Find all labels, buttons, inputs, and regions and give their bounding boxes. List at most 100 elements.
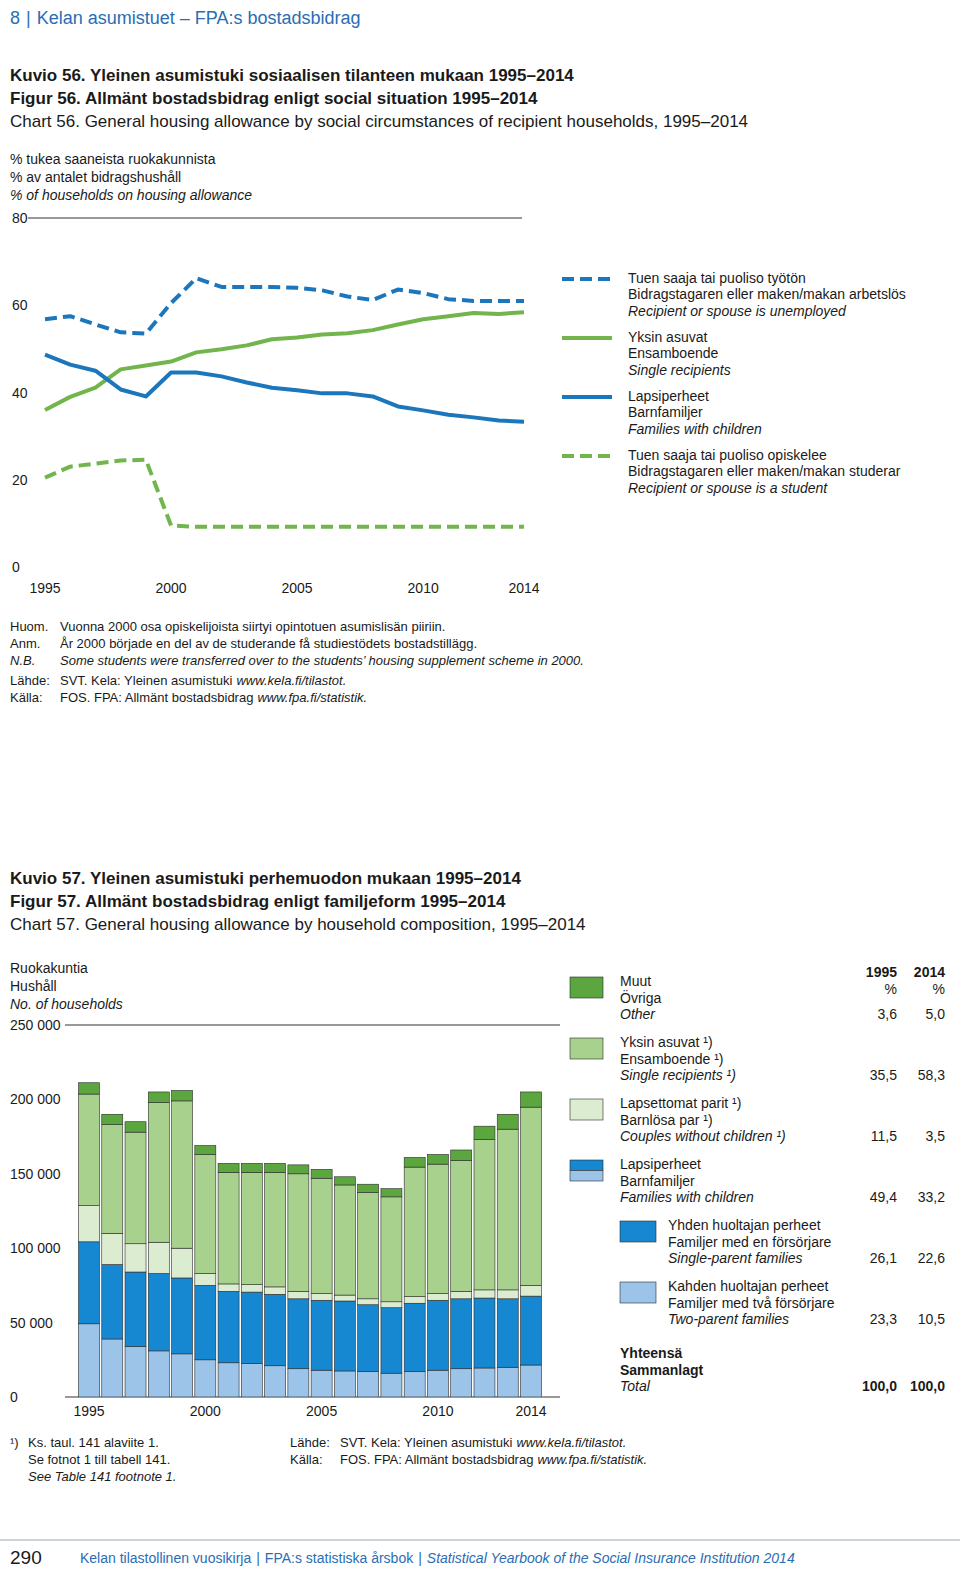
footnote-mark: ¹) [10, 1435, 19, 1450]
legend-swatch [570, 977, 603, 998]
bar-segment [521, 1296, 542, 1365]
bar-segment [172, 1248, 193, 1278]
legend-label: Single recipients ¹) [620, 1067, 736, 1083]
bar-segment [474, 1368, 495, 1397]
x-tick-label: 2005 [282, 580, 313, 596]
bar-segment [148, 1273, 169, 1350]
bar-segment [381, 1197, 402, 1302]
source-lead: Källa: [290, 1452, 323, 1467]
chart-title: Chart 56. General housing allowance by s… [10, 112, 748, 131]
legend-label: Tuen saaja tai puoliso opiskelee [628, 447, 827, 463]
bar-segment [474, 1126, 495, 1139]
bar-segment [474, 1298, 495, 1368]
bar-segment [79, 1083, 100, 1094]
share-value: 58,3 [918, 1067, 945, 1083]
legend-label: Yksin asuvat [628, 329, 707, 345]
page: 8|Kelan asumistuet – FPA:s bostadsbidrag… [0, 0, 960, 1582]
bar-segment [241, 1292, 262, 1363]
source-url: www.kela.fi/tilastot. [236, 673, 346, 688]
bar-segment [521, 1365, 542, 1397]
bar-segment [427, 1370, 448, 1397]
bar-segment [451, 1291, 472, 1298]
source-text: FOS. FPA: Allmänt bostadsbidrag [340, 1452, 533, 1467]
legend-label: Families with children [620, 1189, 754, 1205]
bar-segment [427, 1154, 448, 1164]
bar-segment [358, 1184, 379, 1192]
legend-label: Single-parent families [668, 1250, 803, 1266]
bar-segment [148, 1102, 169, 1242]
bar-segment [404, 1157, 425, 1167]
legend-label: Ensamboende [628, 345, 719, 361]
footer-rule [0, 1540, 960, 1541]
footer-part: Statistical Yearbook of the Social Insur… [427, 1550, 795, 1566]
bar-segment [102, 1114, 123, 1124]
legend-label: Familjer med en försörjare [668, 1234, 832, 1250]
bar-segment [497, 1299, 518, 1367]
legend-swatch [570, 1160, 603, 1171]
y-tick-label: 0 [12, 559, 20, 575]
bar-segment [241, 1172, 262, 1284]
bar-segment [497, 1290, 518, 1299]
bar-segment [451, 1150, 472, 1160]
bar-segment [288, 1174, 309, 1292]
legend-swatch [570, 1038, 603, 1059]
x-tick-label: 2000 [190, 1403, 221, 1419]
bar-segment [195, 1273, 216, 1285]
bar-segment [265, 1366, 286, 1397]
bar-segment [148, 1092, 169, 1102]
bar-segment [241, 1163, 262, 1172]
y-tick-label: 150 000 [10, 1166, 61, 1182]
note-lead: Anm. [10, 636, 40, 651]
legend-label: Sammanlagt [620, 1362, 704, 1378]
share-value: 35,5 [870, 1067, 897, 1083]
legend-label: Lapsiperheet [620, 1156, 701, 1172]
share-value: 22,6 [918, 1250, 945, 1266]
footer-text: Kelan tilastollinen vuosikirja|FPA:s sta… [80, 1550, 795, 1566]
bar-segment [218, 1363, 239, 1397]
section-number: 8 [10, 8, 20, 28]
bar-segment [148, 1242, 169, 1273]
y-tick-label: 60 [12, 297, 28, 313]
legend-swatch [620, 1221, 656, 1242]
page-header: 8|Kelan asumistuet – FPA:s bostadsbidrag [10, 8, 361, 28]
legend-label: Kahden huoltajan perheet [668, 1278, 828, 1294]
note-lead: N.B. [10, 653, 35, 668]
note-lead: Huom. [10, 619, 48, 634]
source: FOS. FPA: Allmänt bostadsbidragwww.fpa.f… [340, 1452, 647, 1467]
chart-title: Figur 56. Allmänt bostadsbidrag enligt s… [10, 89, 538, 108]
legend-swatch [562, 336, 612, 340]
bar-segment [404, 1372, 425, 1397]
legend-label: Families with children [628, 421, 762, 437]
y-tick-label: 0 [10, 1389, 18, 1405]
share-year: 2014 [914, 964, 945, 980]
bar-segment [311, 1169, 332, 1178]
footer-part: FPA:s statistiska årsbok [265, 1550, 414, 1566]
legend-label: Barnfamiljer [628, 404, 703, 420]
x-tick-label: 2014 [508, 580, 539, 596]
share-value: 33,2 [918, 1189, 945, 1205]
bar-segment [311, 1300, 332, 1370]
x-tick-label: 2014 [515, 1403, 546, 1419]
bar-segment [218, 1291, 239, 1362]
share-value: 3,5 [926, 1128, 946, 1144]
share-value: 49,4 [870, 1189, 897, 1205]
chart-title: Figur 57. Allmänt bostadsbidrag enligt f… [10, 892, 506, 911]
share-value: 5,0 [926, 1006, 946, 1022]
legend-label: Total [620, 1378, 651, 1394]
source-url: www.kela.fi/tilastot. [516, 1435, 626, 1450]
bar-segment [334, 1185, 355, 1295]
bar-segment [334, 1295, 355, 1301]
y-tick-label: 100 000 [10, 1240, 61, 1256]
top-rule [28, 218, 522, 219]
share-year: 1995 [866, 964, 897, 980]
bar-segment [218, 1284, 239, 1291]
separator: | [418, 1550, 422, 1566]
separator: | [26, 8, 31, 28]
bar-segment [79, 1324, 100, 1397]
bar-segment [311, 1178, 332, 1293]
share-value: 100,0 [910, 1378, 945, 1394]
bar-segment [334, 1177, 355, 1185]
footnote-text: Se fotnot 1 till tabell 141. [28, 1452, 170, 1467]
source-text: SVT. Kela: Yleinen asumistuki [340, 1435, 513, 1450]
bar-segment [241, 1364, 262, 1397]
